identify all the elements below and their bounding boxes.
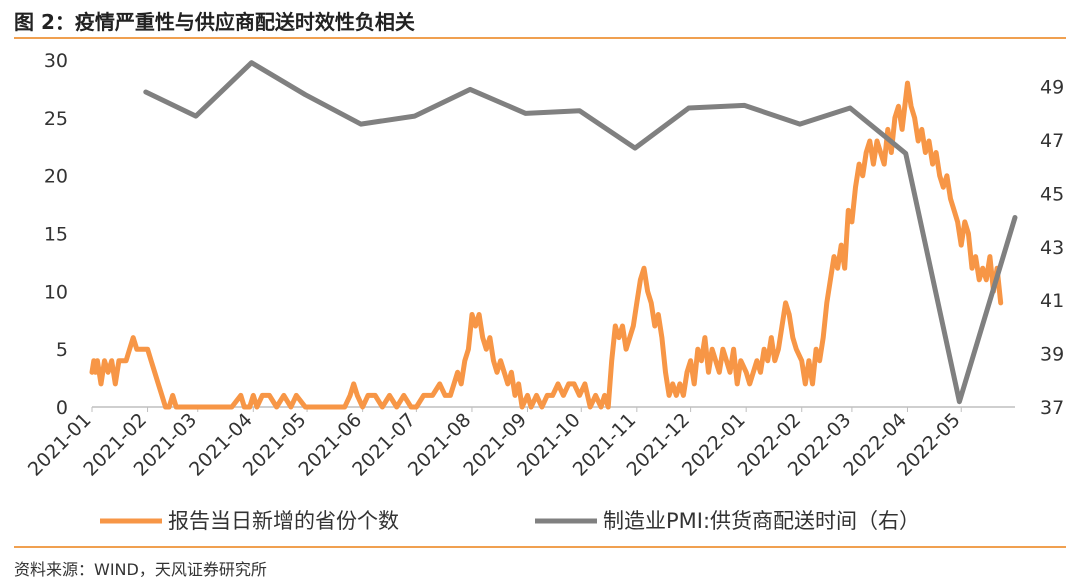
y-left-tick-label: 20	[44, 166, 68, 188]
legend-label: 制造业PMI:供货商配送时间（右）	[603, 509, 920, 533]
y-left-tick-label: 25	[44, 108, 68, 130]
footer-divider	[14, 546, 1066, 548]
page-title: 图 2：疫情严重性与供应商配送时效性负相关	[14, 10, 415, 34]
legend-label: 报告当日新增的省份个数	[168, 509, 399, 533]
y-right-tick-label: 45	[1040, 183, 1064, 205]
y-right-tick-label: 41	[1040, 290, 1064, 312]
y-left-tick-label: 30	[44, 50, 68, 72]
y-left-tick-label: 15	[44, 224, 68, 246]
series-line-1	[89, 80, 1004, 410]
legend: 报告当日新增的省份个数 制造业PMI:供货商配送时间（右）	[100, 509, 920, 533]
y-left-tick-label: 10	[44, 281, 68, 303]
y-right-tick-label: 39	[1040, 344, 1064, 366]
y-left-tick-label: 0	[56, 397, 68, 419]
chart: 051015202530373941434547492021-012021-02…	[24, 50, 1064, 533]
y-right-tick-label: 43	[1040, 237, 1064, 259]
series-line-2	[143, 60, 1018, 405]
y-right-tick-label: 37	[1040, 397, 1064, 419]
source-note: 资料来源：WIND，天风证券研究所	[14, 560, 267, 579]
y-right-tick-label: 47	[1040, 130, 1064, 152]
y-left-tick-label: 5	[56, 339, 68, 361]
series-layer	[89, 60, 1018, 410]
y-right-tick-label: 49	[1040, 77, 1064, 99]
title-divider	[14, 37, 1066, 39]
